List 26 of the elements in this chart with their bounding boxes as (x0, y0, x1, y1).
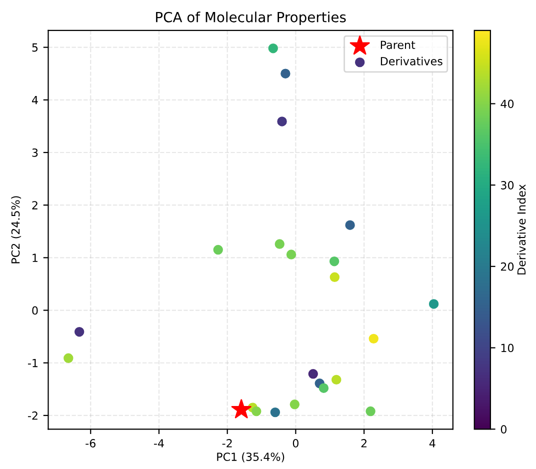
legend-label: Parent (380, 40, 416, 50)
color-bar-label: 30 (501, 181, 514, 190)
color-bar-title: Derivative Index (517, 184, 526, 274)
y-tick-label: 1 (32, 254, 38, 262)
y-axis-title: PC2 (24.5%) (11, 196, 22, 264)
y-tick-label: 4 (32, 96, 38, 104)
x-axis-title: PC1 (35.4%) (217, 452, 284, 462)
y-tick-label: 3 (32, 148, 38, 157)
y-tick-label: 5 (32, 43, 38, 52)
color-bar-label: 40 (500, 100, 514, 108)
chart-title: PCA of Molecular Properties (156, 12, 346, 26)
y-tick-label: -2 (28, 411, 38, 420)
legend-label: Derivatives (380, 56, 442, 66)
x-tick-label: -6 (86, 439, 96, 448)
y-tick-label: 2 (32, 201, 38, 210)
x-tick-label: -2 (222, 439, 232, 448)
x-tick-label: 4 (429, 439, 436, 448)
y-tick-label: 0 (32, 306, 38, 315)
x-tick-label: -4 (154, 439, 164, 448)
point (231, 399, 252, 418)
y-tick-label: -1 (28, 358, 38, 368)
color-bar-label: 10 (501, 344, 514, 352)
color-bar-label: 0 (500, 425, 506, 434)
x-tick-label: 0 (292, 439, 298, 448)
color-bar-label: 20 (500, 262, 514, 271)
x-tick-label: 2 (361, 439, 366, 448)
